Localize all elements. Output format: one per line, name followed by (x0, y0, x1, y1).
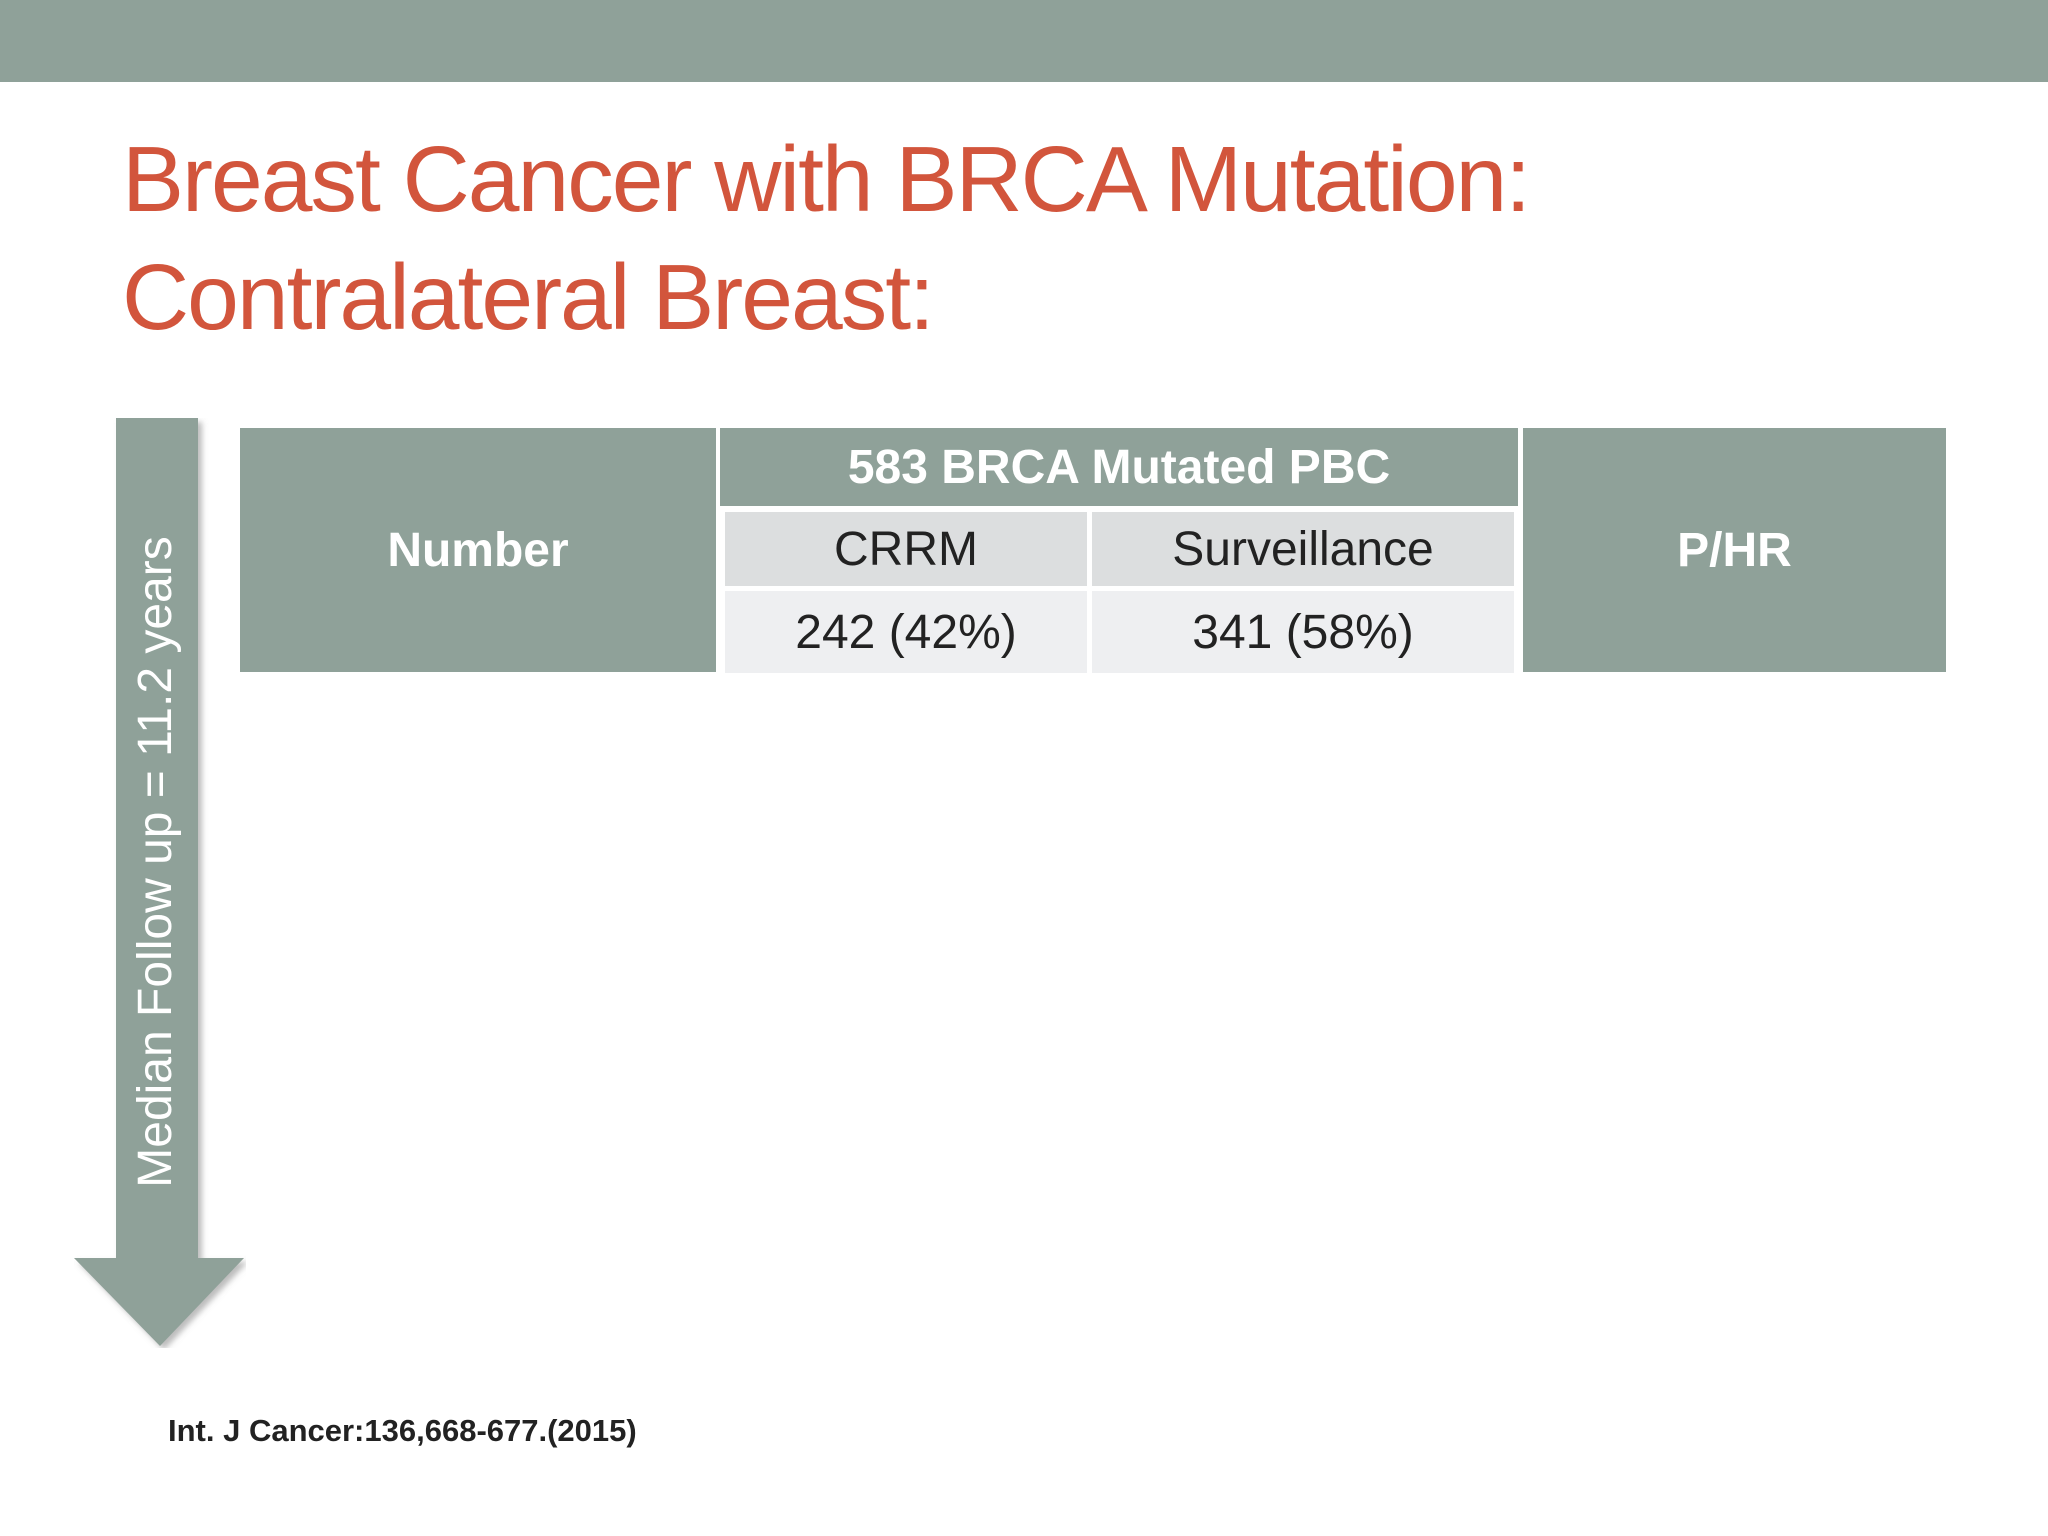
cell-crrm-value: 242 (42%) (725, 591, 1087, 673)
results-table: Number 583 BRCA Mutated PBC CRRM Surveil… (240, 428, 1946, 676)
header-phr: P/HR (1523, 428, 1946, 672)
cell-surveillance-value: 341 (58%) (1092, 591, 1514, 673)
citation: Int. J Cancer:136,668-677.(2015) (168, 1413, 637, 1448)
top-bar (0, 0, 2048, 82)
header-group: 583 BRCA Mutated PBC (720, 428, 1518, 506)
title-line-1: Breast Cancer with BRCA Mutation: (122, 127, 1531, 231)
arrow-label: Median Follow up = 11.2 years (129, 536, 182, 1188)
header-crrm: CRRM (725, 512, 1087, 586)
header-surveillance: Surveillance (1092, 512, 1514, 586)
follow-up-arrow (74, 418, 246, 1348)
down-arrow-icon (74, 418, 244, 1346)
slide-title: Breast Cancer with BRCA Mutation: Contra… (122, 120, 1922, 356)
title-line-2: Contralateral Breast: (122, 245, 935, 349)
header-number: Number (240, 428, 716, 672)
